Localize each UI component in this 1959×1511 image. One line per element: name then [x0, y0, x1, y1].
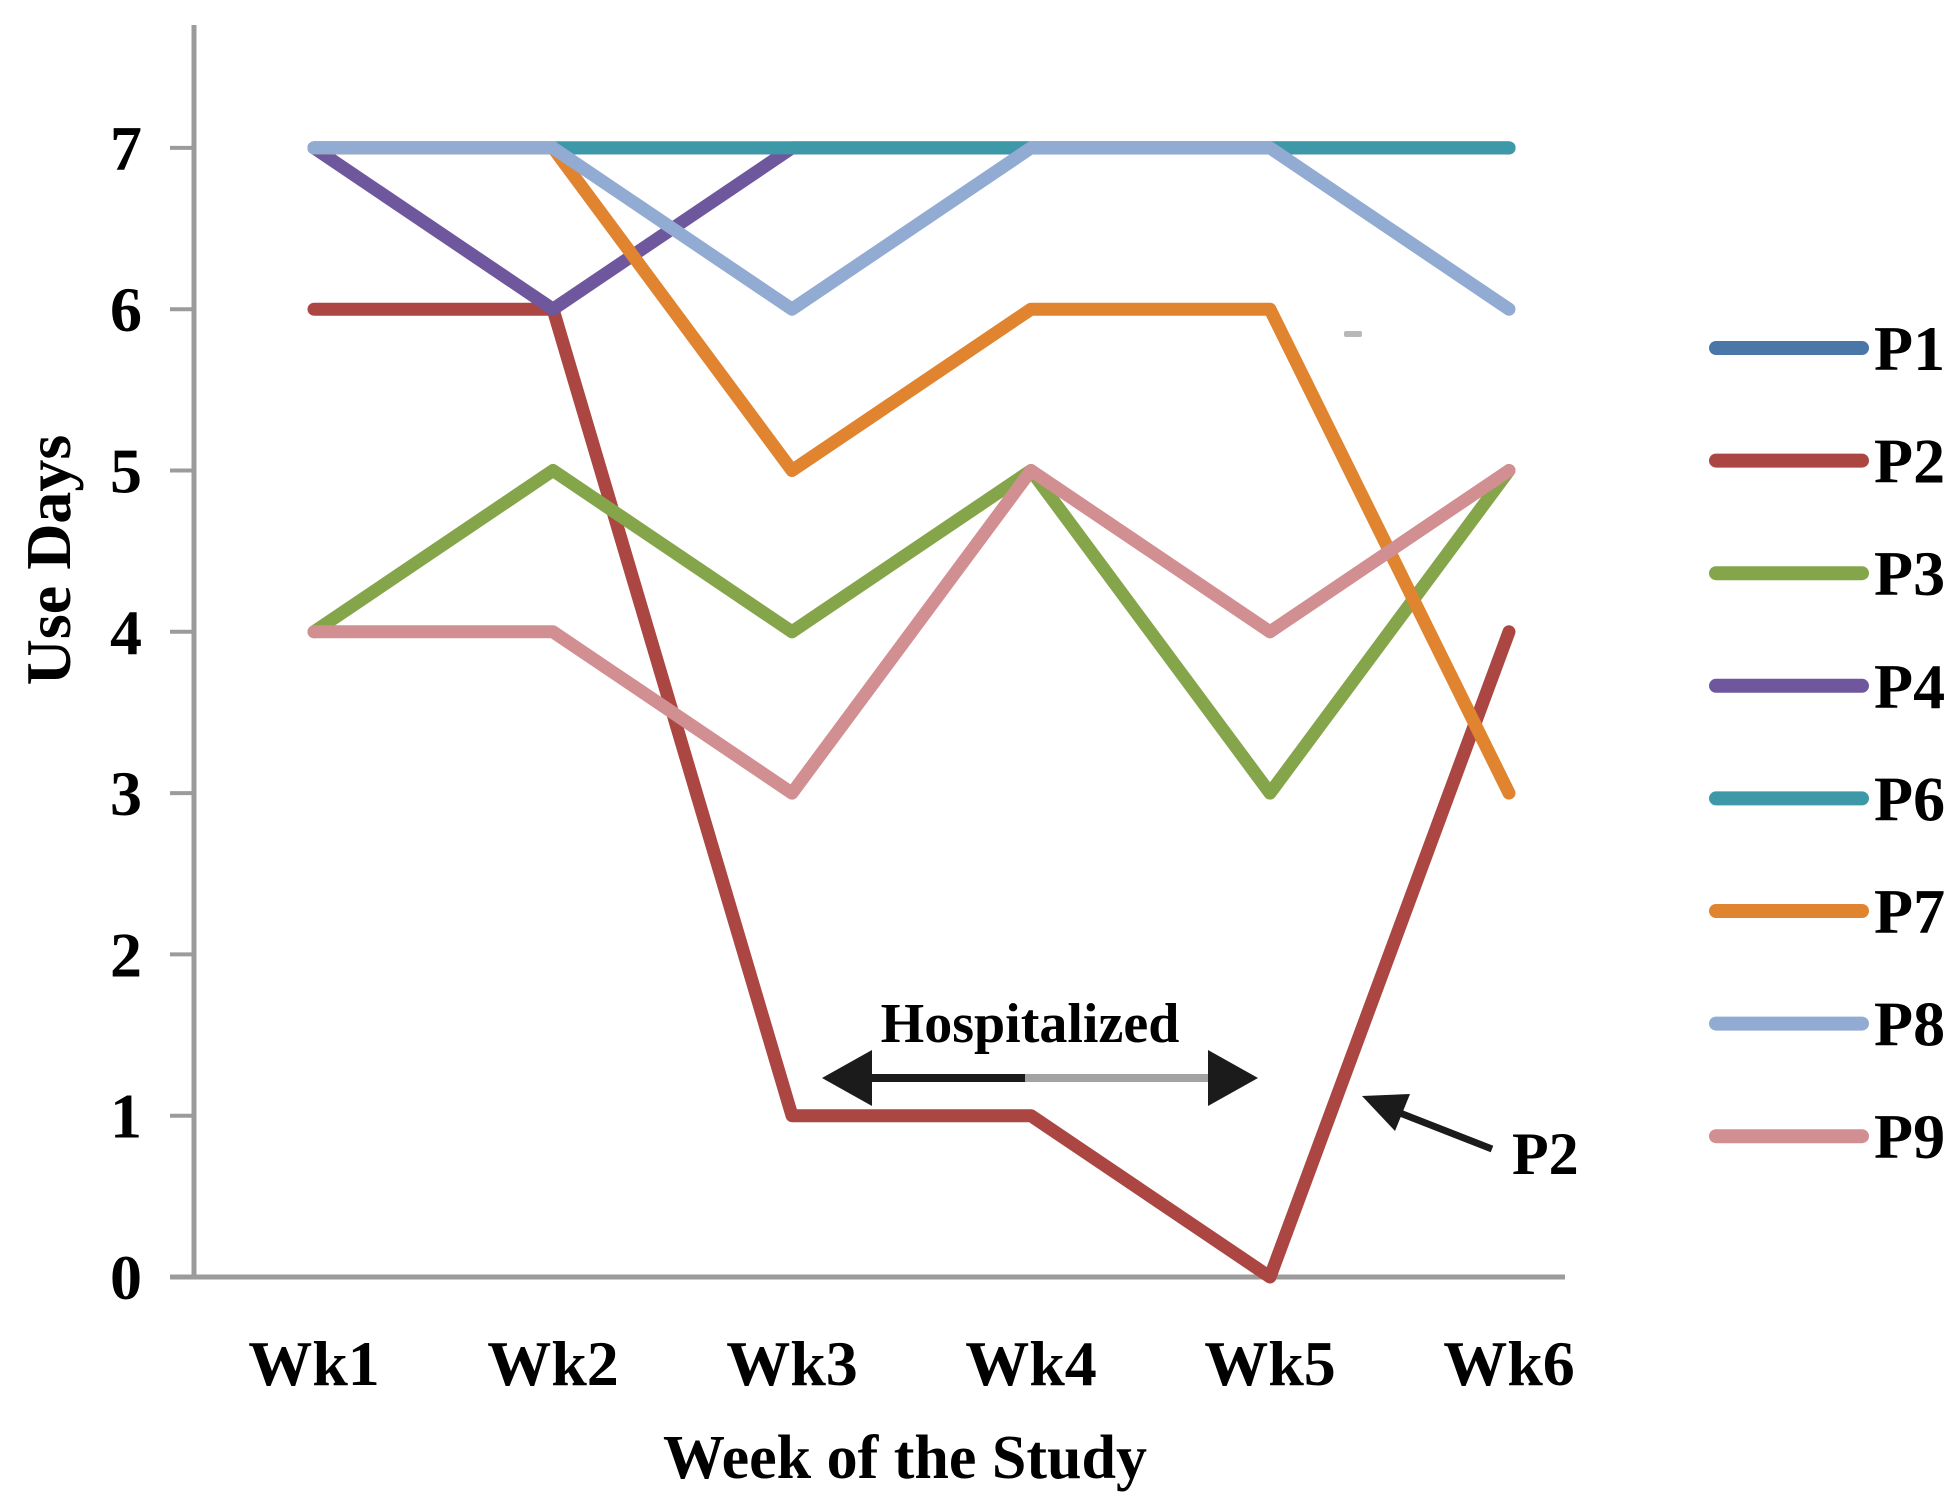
legend-label-P2: P2	[1874, 426, 1945, 497]
y-tick-label-0: 0	[110, 1242, 142, 1313]
legend-item-P9: P9	[1709, 1101, 1945, 1172]
series-line-P7	[307, 141, 1516, 800]
legend-label-P1: P1	[1874, 313, 1945, 384]
legend-label-P9: P9	[1874, 1101, 1945, 1172]
p2-callout-arrowhead-icon	[1362, 1094, 1410, 1131]
x-category-label-Wk4: Wk4	[965, 1328, 1097, 1399]
arrow-left-head-icon	[822, 1050, 872, 1106]
arrow-right-head-icon	[1208, 1050, 1258, 1106]
legend-item-P2: P2	[1709, 426, 1945, 497]
legend-label-P6: P6	[1874, 763, 1945, 834]
legend-label-P7: P7	[1874, 876, 1945, 947]
legend-item-P6: P6	[1709, 763, 1945, 834]
y-axis-title: Use Days	[13, 435, 84, 686]
series-line-P2	[307, 302, 1516, 1284]
y-tick-label-3: 3	[110, 758, 142, 829]
p2-callout-annotation: P2	[1362, 1094, 1579, 1187]
x-category-label-Wk2: Wk2	[487, 1328, 619, 1399]
gray-smudge-artifact	[1344, 331, 1362, 337]
series-line-P9	[307, 464, 1516, 800]
x-category-label-Wk1: Wk1	[248, 1328, 380, 1399]
y-tick-label-5: 5	[110, 436, 142, 507]
legend-label-P4: P4	[1874, 651, 1945, 722]
hospitalized-annotation: Hospitalized	[822, 993, 1258, 1106]
y-tick-label-1: 1	[110, 1081, 142, 1152]
legend-item-P8: P8	[1709, 989, 1945, 1060]
legend-label-P3: P3	[1874, 538, 1945, 609]
y-tick-label-7: 7	[110, 113, 142, 184]
legend-item-P1: P1	[1709, 313, 1945, 384]
hospitalized-label: Hospitalized	[881, 993, 1180, 1055]
x-category-label-Wk3: Wk3	[726, 1328, 858, 1399]
p2-callout-arrow-shaft	[1398, 1109, 1494, 1153]
plot-series	[307, 141, 1516, 1284]
x-axis-title: Week of the Study	[663, 1424, 1147, 1492]
y-tick-label-2: 2	[110, 919, 142, 990]
y-axis-ticks: 0 1 2 3 4 5 6 7	[110, 113, 194, 1313]
legend-item-P3: P3	[1709, 538, 1945, 609]
legend-item-P4: P4	[1709, 651, 1945, 722]
x-category-label-Wk6: Wk6	[1443, 1328, 1575, 1399]
legend-label-P8: P8	[1874, 989, 1945, 1060]
y-tick-label-6: 6	[110, 274, 142, 345]
series-line-P8	[307, 141, 1516, 316]
y-tick-label-4: 4	[110, 597, 142, 668]
p2-callout-label: P2	[1512, 1121, 1579, 1187]
legend-item-P7: P7	[1709, 876, 1945, 947]
x-axis-labels: Wk1 Wk2 Wk3 Wk4 Wk5 Wk6	[248, 1328, 1575, 1399]
series-line-P3	[307, 464, 1516, 800]
x-category-label-Wk5: Wk5	[1204, 1328, 1336, 1399]
legend: P1 P2 P3 P4 P6 P7 P8 P9	[1709, 313, 1945, 1172]
